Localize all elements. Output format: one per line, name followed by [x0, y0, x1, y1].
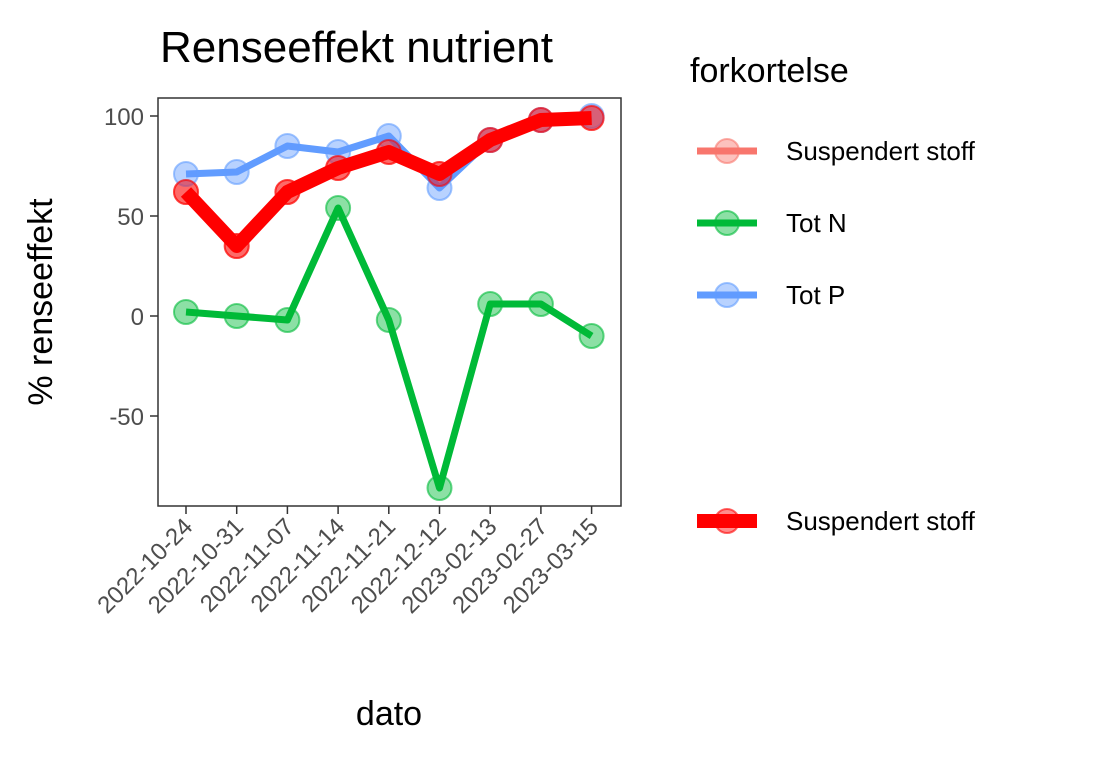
legend-item: Tot N	[697, 208, 847, 238]
legend-item: Suspendert stoff	[697, 506, 976, 536]
legend-key-point	[714, 138, 740, 164]
data-point	[274, 307, 301, 333]
data-point	[375, 139, 402, 165]
data-point	[527, 107, 554, 133]
legend-key-point	[714, 210, 740, 236]
axes: -500501002022-10-242022-10-312022-11-072…	[92, 104, 604, 619]
series-3	[173, 105, 605, 259]
legend-label: Tot N	[786, 208, 847, 238]
series-1	[173, 195, 605, 501]
data-point	[426, 161, 453, 187]
legend: forkortelse Suspendert stoff Tot N Tot P Su…	[690, 52, 976, 536]
data-point	[578, 323, 605, 349]
data-point	[223, 303, 250, 329]
data-point	[477, 127, 504, 153]
legend-item: Suspendert stoff	[697, 136, 976, 166]
y-tick-label: 100	[104, 104, 144, 131]
y-axis-title: % renseeffekt	[22, 198, 60, 406]
series-line	[185, 204, 594, 492]
data-point	[223, 159, 250, 185]
series-line	[180, 111, 592, 253]
data-point	[274, 179, 301, 205]
data-point	[325, 155, 352, 181]
data-point	[527, 291, 554, 317]
plot-area	[173, 103, 605, 501]
data-point	[223, 233, 250, 259]
data-point	[274, 133, 301, 159]
data-point	[578, 105, 605, 131]
data-point	[173, 161, 199, 187]
legend-label: Suspendert stoff	[786, 506, 976, 536]
legend-label: Suspendert stoff	[786, 136, 976, 166]
chart-title: Renseeffekt nutrient	[160, 23, 553, 72]
y-tick-label: 0	[131, 304, 144, 331]
data-point	[375, 307, 402, 333]
legend-item: Tot P	[697, 280, 845, 310]
data-point	[325, 195, 352, 221]
legend-key-point	[714, 282, 740, 308]
legend-label: Tot P	[786, 280, 845, 310]
y-tick-label: -50	[109, 404, 144, 431]
data-point	[173, 299, 199, 325]
data-point	[477, 291, 504, 317]
data-point	[426, 475, 453, 501]
legend-key-point	[714, 508, 740, 534]
legend-title: forkortelse	[690, 52, 849, 90]
x-axis-title: dato	[356, 695, 422, 733]
y-tick-label: 50	[117, 204, 144, 231]
data-point	[173, 179, 199, 205]
